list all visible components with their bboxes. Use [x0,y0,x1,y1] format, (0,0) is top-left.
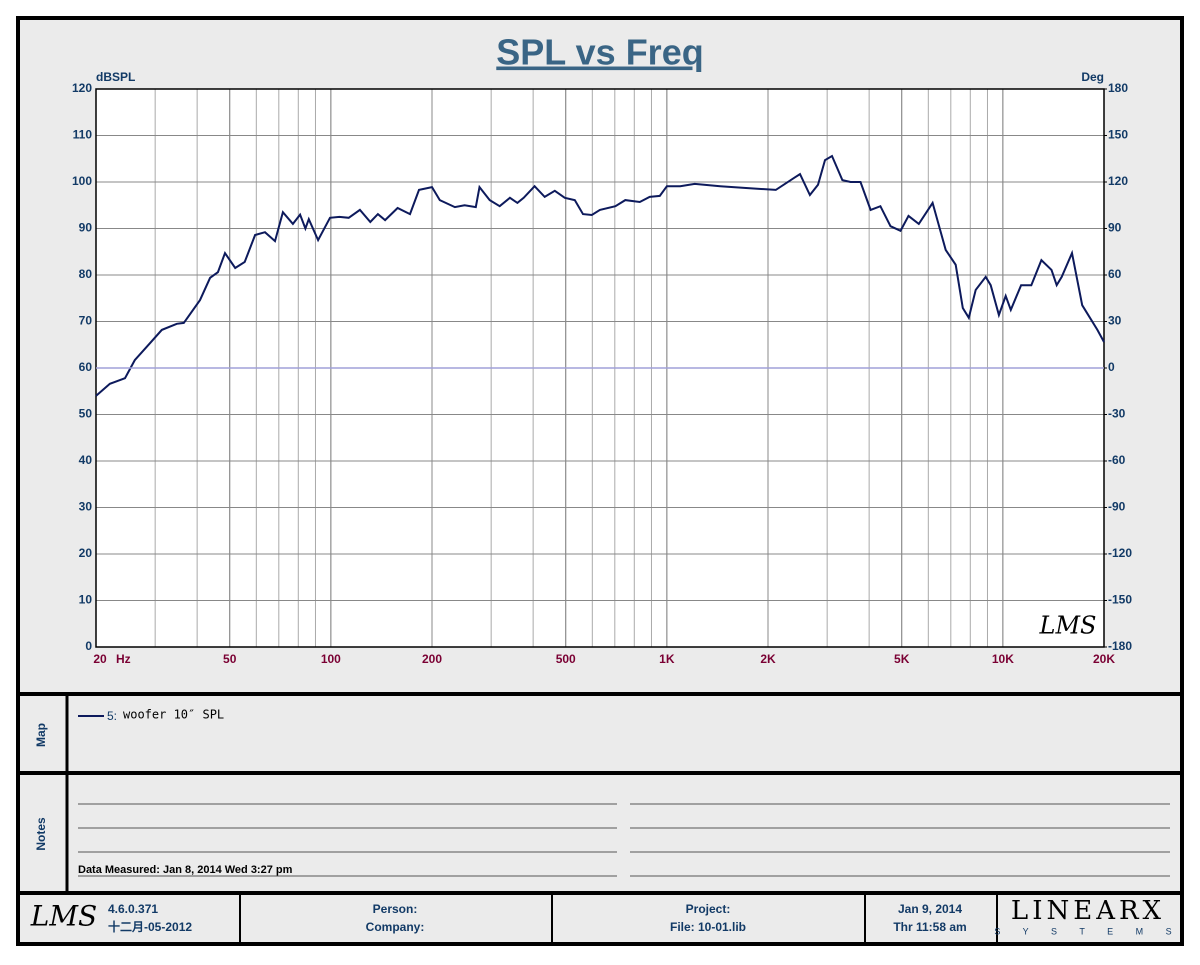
y-tick-label: 90 [79,221,93,235]
y2-tick-label: 0 [1108,360,1115,374]
date: Jan 9, 2014 [898,902,962,916]
y-axis-label: dBSPL [96,70,135,84]
person: Person: [373,902,418,916]
y2-tick-label: -180 [1108,639,1132,653]
x-unit: Hz [116,652,131,666]
footer-logo: LMS [30,900,97,933]
version: 4.6.0.371 [108,902,158,916]
y-tick-label: 0 [85,639,92,653]
watermark: LMS [1039,612,1097,640]
file: File: 10-01.lib [670,920,746,934]
y-tick-label: 30 [79,500,93,514]
note-lines [78,803,1170,877]
y-tick-label: 80 [79,267,93,281]
y-tick-label: 70 [79,314,93,328]
notes-text: Data Measured: Jan 8, 2014 Wed 3:27 pm [78,864,293,876]
notes-label: Notes [34,817,48,851]
y-tick-label: 110 [73,128,93,142]
y2-tick-label: -60 [1108,453,1126,467]
x-tick-label: 20K [1093,652,1115,666]
map-label: Map [34,723,48,747]
chart-title: SPL vs Freq [496,32,703,73]
y-tick-label: 10 [79,593,93,607]
y2-tick-label: 180 [1108,81,1128,95]
time: Thr 11:58 am [893,920,966,934]
brand-sub: S Y S T E M S [994,926,1181,936]
y2-tick-label: 30 [1108,314,1122,328]
y-tick-label: 40 [79,453,93,467]
company: Company: [366,920,425,934]
y2-axis-label: Deg [1081,70,1104,84]
x-tick-label: 1K [659,652,675,666]
x-tick-label: 10K [992,652,1014,666]
x-tick-label: 2K [760,652,776,666]
y2-tick-label: 150 [1108,128,1128,142]
y2-tick-label: 90 [1108,221,1122,235]
build-date: 十二月-05-2012 [108,919,192,934]
footer-dividers [239,893,998,944]
x-tick-label: 20 [93,652,107,666]
series-line [95,154,1105,397]
legend-name: woofer 10″ SPL [123,708,224,722]
y2-tick-label: -30 [1108,407,1126,421]
x-tick-label: 5K [894,652,910,666]
y2-tick-label: -120 [1108,546,1132,560]
y-tick-label: 20 [79,546,93,560]
y2-tick-label: 120 [1108,174,1128,188]
project: Project: [686,902,731,916]
y-tick-label: 60 [79,360,93,374]
brand: LINEARX [1011,896,1165,926]
y-tick-label: 100 [72,174,92,188]
x-tick-label: 100 [321,652,341,666]
x-tick-label: 200 [422,652,442,666]
y2-tick-label: -90 [1108,500,1126,514]
y2-tick-label: 60 [1108,267,1122,281]
y-tick-label: 50 [79,407,93,421]
x-tick-label: 50 [223,652,237,666]
x-tick-label: 500 [556,652,576,666]
y2-tick-label: -150 [1108,593,1132,607]
y-tick-label: 120 [72,81,92,95]
legend-id: 5: [107,709,117,723]
